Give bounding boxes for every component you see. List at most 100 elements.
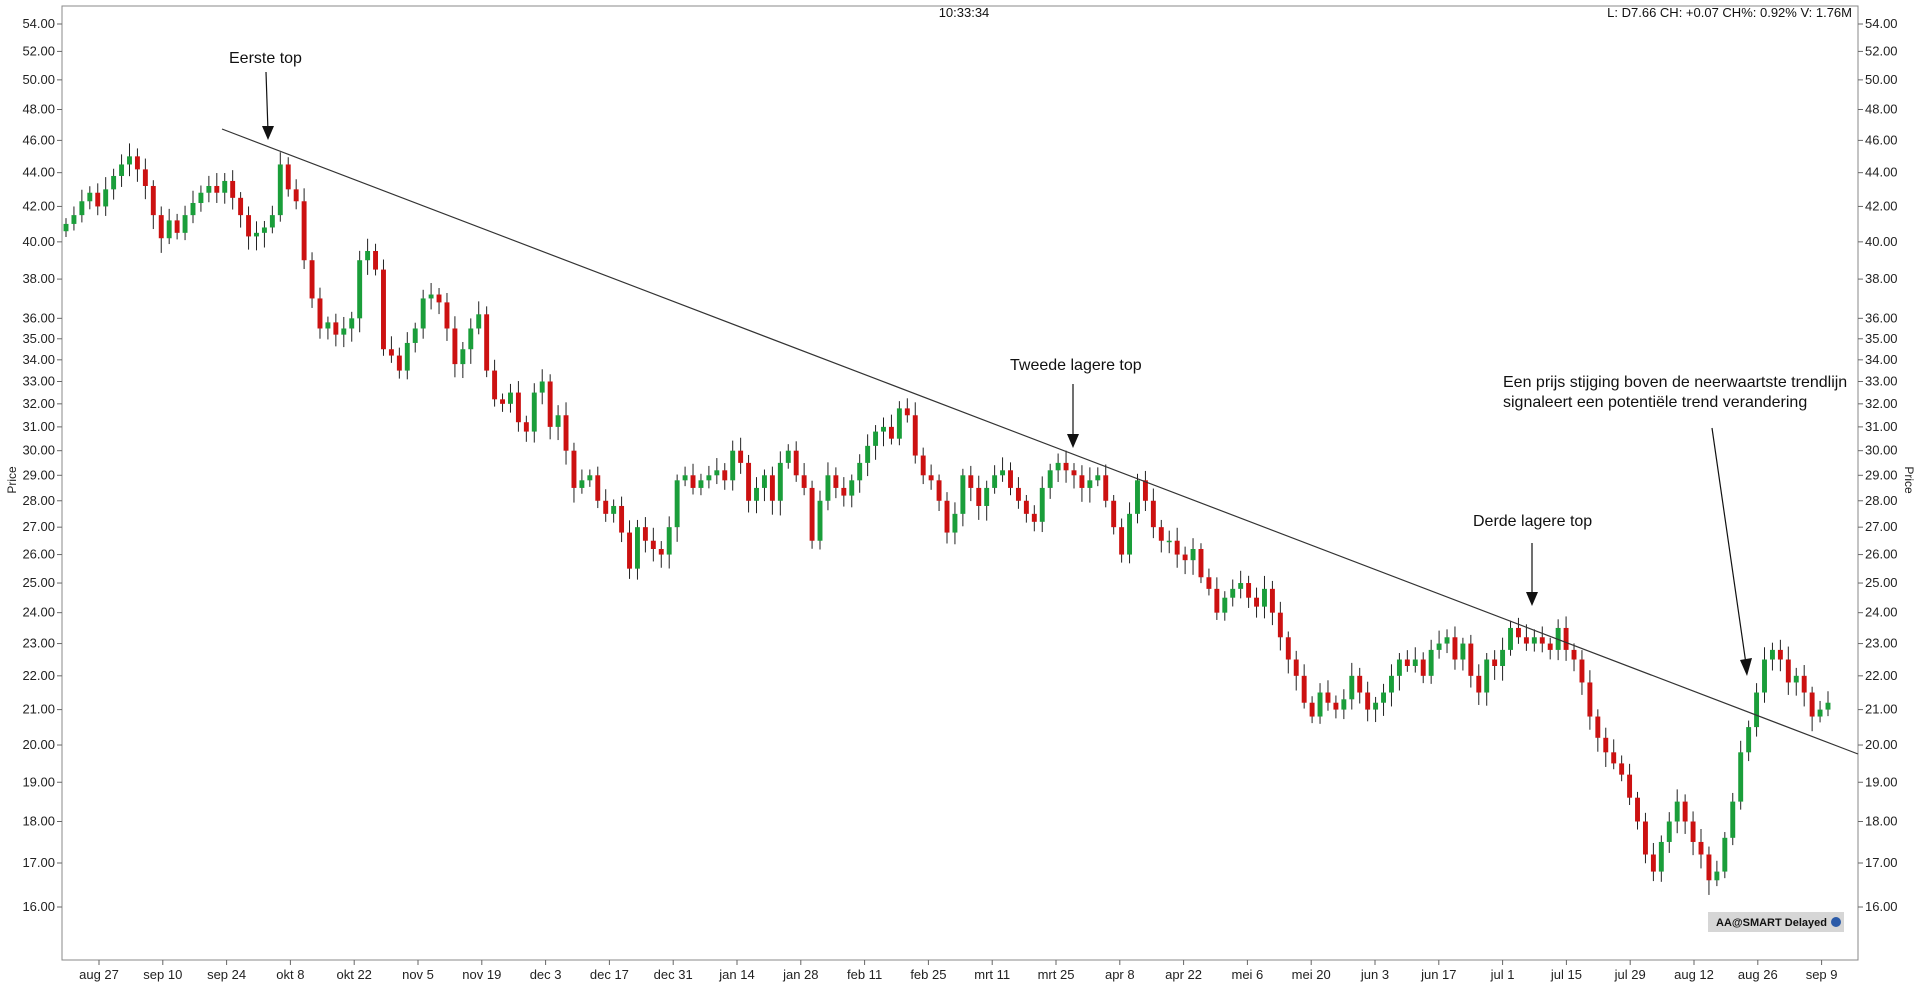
- candle-body: [896, 408, 902, 439]
- candle: [254, 221, 259, 251]
- candle: [1277, 601, 1283, 651]
- candle-body: [127, 156, 132, 165]
- left-y-tick-label: 46.00: [22, 132, 55, 147]
- candle: [674, 474, 680, 542]
- arrowhead-second-top: [1067, 434, 1079, 448]
- clock-time: 10:33:34: [939, 5, 990, 20]
- candle: [1492, 650, 1498, 680]
- x-tick-label: dec 31: [654, 967, 693, 982]
- candle: [730, 440, 736, 491]
- left-y-tick-label: 38.00: [22, 271, 55, 286]
- right-y-tick-label: 16.00: [1865, 899, 1898, 914]
- candle-body: [1396, 659, 1402, 676]
- candle: [1015, 477, 1021, 509]
- left-y-tick-label: 16.00: [22, 899, 55, 914]
- arrow-first-top: [265, 71, 269, 133]
- candle: [928, 464, 934, 490]
- x-tick-label: jan 14: [718, 967, 754, 982]
- x-tick-label: jan 28: [782, 967, 818, 982]
- candle-body: [1103, 475, 1109, 501]
- candle-body: [1063, 462, 1069, 471]
- candle-body: [1015, 487, 1021, 501]
- candle-body: [1738, 752, 1744, 802]
- candle: [1119, 518, 1125, 563]
- candle: [1428, 639, 1434, 684]
- candle-body: [912, 415, 918, 456]
- candle-body: [682, 475, 688, 481]
- candle-body: [404, 342, 410, 371]
- candle: [134, 148, 140, 182]
- x-tick-label: jun 3: [1360, 967, 1389, 982]
- candle-body: [214, 185, 220, 193]
- candle: [1698, 828, 1704, 869]
- candle-body: [111, 175, 117, 190]
- candle: [500, 393, 505, 412]
- candle: [1809, 686, 1815, 732]
- candle: [865, 434, 871, 477]
- candle: [1674, 789, 1680, 834]
- x-tick-label: aug 12: [1674, 967, 1714, 982]
- right-y-tick-label: 22.00: [1865, 668, 1898, 683]
- candle: [1373, 696, 1379, 723]
- candle-body: [309, 260, 315, 299]
- x-tick-label: nov 19: [462, 967, 501, 982]
- candle-body: [904, 408, 910, 416]
- candle: [888, 414, 894, 445]
- candle: [1238, 570, 1244, 599]
- candle-body: [1428, 649, 1434, 676]
- candle-body: [1484, 659, 1490, 693]
- candle-body: [468, 328, 474, 350]
- candle: [1293, 650, 1299, 691]
- data-source-badge: AA@SMART Delayed: [1708, 912, 1844, 932]
- candle-body: [1301, 675, 1307, 703]
- candle-body: [579, 480, 585, 488]
- candle-body: [1444, 637, 1450, 644]
- candle: [809, 480, 815, 549]
- candle-body: [1714, 871, 1720, 881]
- candle: [904, 398, 910, 423]
- right-y-tick-label: 23.00: [1865, 636, 1898, 651]
- candle-body: [71, 215, 77, 224]
- candle: [103, 177, 109, 216]
- globe-icon: [1831, 917, 1841, 927]
- candle-body: [865, 445, 871, 463]
- candle: [801, 463, 807, 496]
- candle-body: [817, 500, 823, 541]
- candle: [508, 383, 513, 413]
- candle: [1055, 453, 1061, 483]
- candle: [492, 359, 498, 407]
- candle: [190, 190, 196, 224]
- candle-body: [730, 450, 736, 481]
- candle: [619, 496, 625, 543]
- candle-body: [1127, 513, 1133, 555]
- candle: [1785, 646, 1791, 695]
- candle-body: [785, 450, 791, 463]
- candle: [587, 469, 593, 487]
- candle: [1460, 637, 1466, 671]
- candle-body: [317, 298, 323, 329]
- annotation-third-top: Derde lagere top: [1473, 513, 1592, 530]
- candle-body: [508, 392, 513, 404]
- right-y-tick-label: 19.00: [1865, 774, 1898, 789]
- candle-body: [381, 269, 386, 350]
- candle: [1222, 591, 1228, 621]
- right-y-tick-label: 34.00: [1865, 352, 1898, 367]
- x-tick-label: sep 10: [143, 967, 182, 982]
- candle: [515, 381, 521, 432]
- left-y-tick-label: 42.00: [22, 198, 55, 213]
- candle: [1262, 575, 1267, 619]
- left-y-axis: 54.00 52.00 50.00 48.00 46.00 44.00 42.00 40.00…: [22, 16, 62, 914]
- candle-body: [142, 169, 148, 186]
- candle: [1658, 835, 1664, 882]
- left-axis-title: Price: [5, 466, 19, 494]
- candle: [1579, 650, 1585, 695]
- candle-body: [1071, 470, 1077, 476]
- right-y-tick-label: 50.00: [1865, 72, 1898, 87]
- candle: [754, 477, 759, 514]
- candle: [396, 347, 402, 379]
- candle: [1452, 626, 1458, 670]
- candle-body: [650, 540, 656, 549]
- candle-body: [1452, 637, 1458, 660]
- candle: [1198, 543, 1204, 584]
